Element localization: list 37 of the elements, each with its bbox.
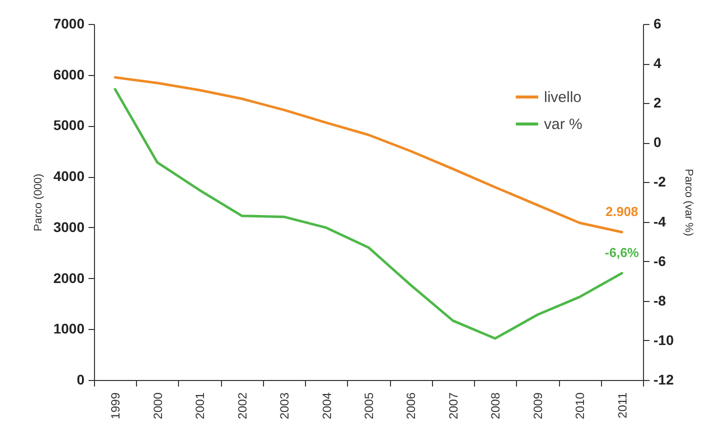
y2-tick-label: 4 <box>654 55 662 72</box>
x-tick-label: 2008 <box>488 392 503 420</box>
x-tick-label: 2006 <box>404 392 418 420</box>
y2-tick-label: -6 <box>654 252 666 269</box>
x-tick-label: 2009 <box>530 392 545 420</box>
y2-tick-label: 6 <box>654 16 662 32</box>
x-tick-label: 2003 <box>278 392 292 420</box>
x-tick-label: 2005 <box>362 392 376 420</box>
y-tick-label: 6000 <box>53 66 85 82</box>
x-tick-label: 2004 <box>320 392 334 420</box>
y-tick-label: 5000 <box>53 117 85 134</box>
y-tick-label: 1000 <box>53 320 85 337</box>
x-tick-label: 2001 <box>193 392 208 420</box>
data-label: 2.908 <box>606 204 638 220</box>
y2-tick-label: 0 <box>654 134 662 150</box>
y-tick-label: 2000 <box>53 270 85 286</box>
x-tick-label: 2000 <box>150 392 165 420</box>
x-tick-label: 1999 <box>108 392 123 420</box>
y-tick-label: 3000 <box>53 218 85 235</box>
y-tick-label: 4000 <box>53 168 85 184</box>
y2-tick-label: -12 <box>654 372 674 388</box>
x-tick-label: 2007 <box>446 392 460 420</box>
y-tick-label: 7000 <box>53 16 85 32</box>
y-tick-label: 0 <box>76 372 85 388</box>
x-tick-label: 2011 <box>615 392 630 418</box>
x-tick-label: 2010 <box>573 392 588 420</box>
data-label: -6,6% <box>604 245 640 260</box>
y2-tick-label: -10 <box>654 332 674 348</box>
y2-axis-title: Parco (var %) <box>682 168 695 236</box>
legend-label: var % <box>544 116 582 133</box>
y-axis-title: Parco (000) <box>32 174 44 232</box>
x-tick-label: 2002 <box>235 392 250 420</box>
y2-tick-label: -4 <box>654 213 666 230</box>
y2-tick-label: 2 <box>654 94 662 111</box>
y2-tick-label: -2 <box>654 174 666 190</box>
legend-label: livello <box>544 89 582 106</box>
y2-tick-label: -8 <box>654 292 666 308</box>
